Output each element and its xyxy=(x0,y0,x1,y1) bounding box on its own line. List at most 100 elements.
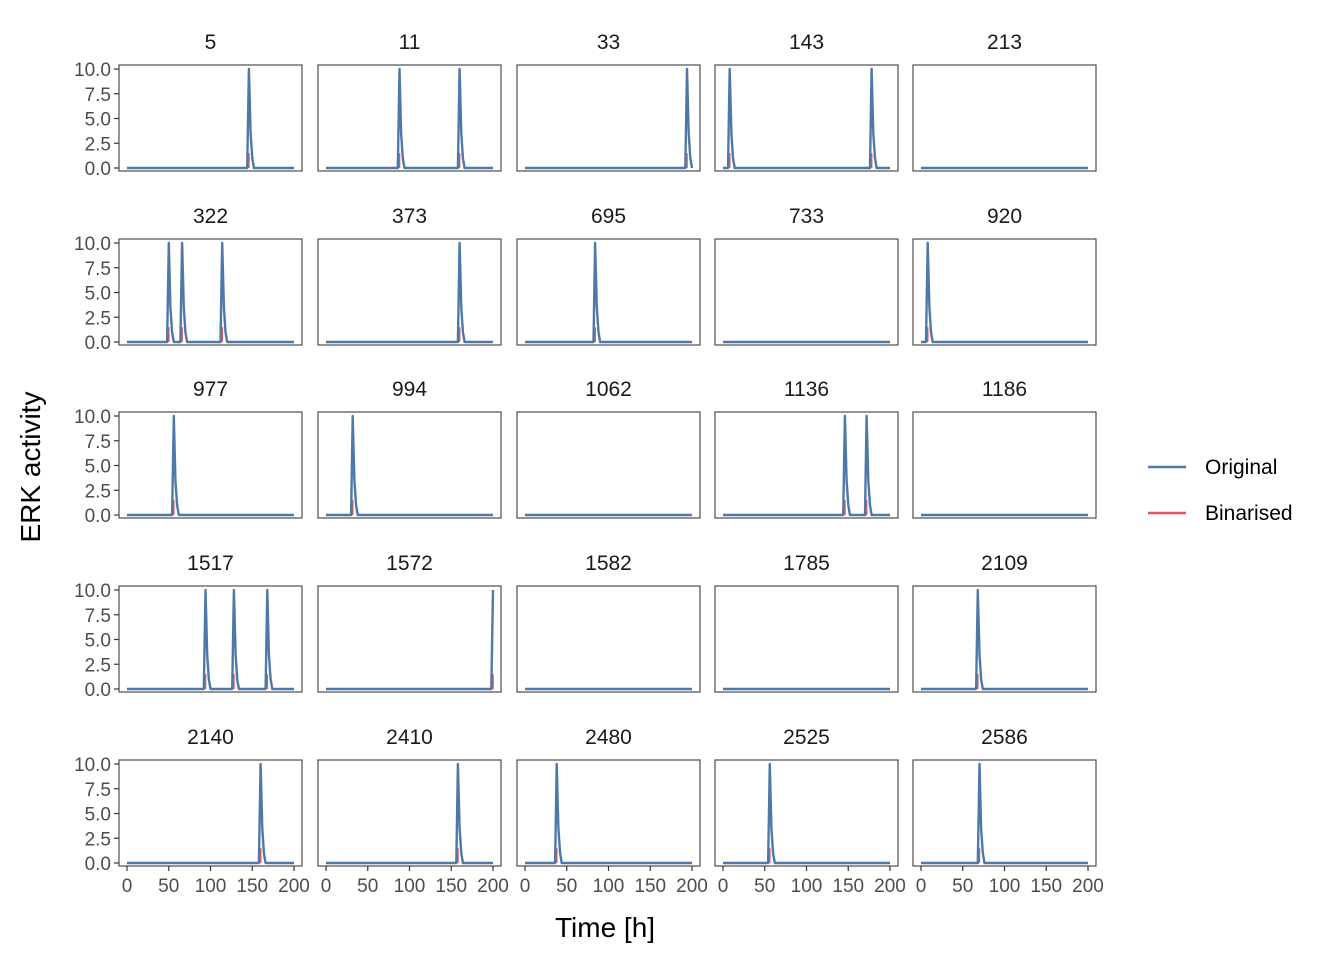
y-tick-label: 0.0 xyxy=(85,854,111,875)
panel-border xyxy=(118,759,303,867)
panel-border xyxy=(516,411,701,519)
panel-733: 733 xyxy=(714,205,899,346)
panel-border xyxy=(516,585,701,693)
x-tick-label: 150 xyxy=(634,876,666,897)
panel-2140: 2140 0.0 2.5 5.0 7.5 10.0 0 50 100 150 200 xyxy=(74,726,310,897)
y-tick-label: 10.0 xyxy=(74,60,111,81)
y-tick-label: 10.0 xyxy=(74,234,111,255)
y-tick-label: 7.5 xyxy=(85,259,111,280)
x-tick-label: 150 xyxy=(435,876,467,897)
panel-title: 2140 xyxy=(187,726,234,749)
panel-695: 695 xyxy=(516,205,701,346)
panel-title: 2480 xyxy=(585,726,632,749)
y-tick-label: 0.0 xyxy=(85,333,111,354)
panel-border xyxy=(118,411,303,519)
panel-border xyxy=(317,64,502,172)
panel-border xyxy=(714,759,899,867)
panel-1186: 1186 xyxy=(912,378,1097,519)
panel-1582: 1582 xyxy=(516,552,701,693)
x-tick-label: 150 xyxy=(1030,876,1062,897)
x-tick-label: 100 xyxy=(593,876,625,897)
original-series-line xyxy=(921,762,1088,865)
panel-title: 1572 xyxy=(386,552,433,575)
panel-border xyxy=(912,759,1097,867)
y-tick-label: 5.0 xyxy=(85,631,111,652)
legend-label-binarised: Binarised xyxy=(1205,502,1293,525)
y-axis-title: ERK activity xyxy=(15,392,46,543)
panel-border xyxy=(912,585,1097,693)
panel-title: 5 xyxy=(205,31,217,54)
panel-title: 213 xyxy=(987,31,1022,54)
panel-1062: 1062 xyxy=(516,378,701,519)
x-tick-label: 150 xyxy=(832,876,864,897)
original-series-line xyxy=(525,241,692,344)
panel-title: 1136 xyxy=(784,378,829,401)
panel-border xyxy=(317,585,502,693)
y-tick-label: 7.5 xyxy=(85,432,111,453)
panel-920: 920 xyxy=(912,205,1097,346)
original-series-line xyxy=(723,414,890,517)
original-series-line xyxy=(326,414,493,517)
panel-title: 373 xyxy=(392,205,427,228)
panel-border xyxy=(317,759,502,867)
panel-title: 1785 xyxy=(783,552,830,575)
x-tick-label: 200 xyxy=(676,876,708,897)
x-tick-label: 0 xyxy=(321,876,332,897)
y-tick-label: 7.5 xyxy=(85,85,111,106)
x-tick-label: 0 xyxy=(122,876,133,897)
x-tick-label: 100 xyxy=(791,876,823,897)
x-tick-label: 150 xyxy=(236,876,268,897)
original-series-line xyxy=(525,67,694,170)
original-series-line xyxy=(127,588,294,691)
panel-border xyxy=(118,585,303,693)
x-tick-label: 0 xyxy=(916,876,927,897)
panel-2109: 2109 xyxy=(912,552,1097,693)
panel-11: 11 xyxy=(317,31,502,172)
panel-title: 1186 xyxy=(982,378,1027,401)
y-tick-label: 10.0 xyxy=(74,581,111,602)
panel-2586: 2586 0 50 100 150 200 xyxy=(912,726,1104,897)
y-tick-label: 5.0 xyxy=(85,110,111,131)
panel-border xyxy=(317,411,502,519)
original-series-line xyxy=(127,414,294,517)
original-series-line xyxy=(326,589,495,691)
x-tick-label: 50 xyxy=(556,876,577,897)
x-tick-label: 200 xyxy=(278,876,310,897)
panels-layer: 5 0.0 2.5 5.0 7.5 10.0 11 33 143 213 322 0.0 2.5 5.0 7… xyxy=(74,31,1104,897)
panel-213: 213 xyxy=(912,31,1097,172)
panel-2525: 2525 0 50 100 150 200 xyxy=(714,726,906,897)
panel-1785: 1785 xyxy=(714,552,899,693)
panel-border xyxy=(516,64,701,172)
x-tick-label: 50 xyxy=(158,876,179,897)
original-series-line xyxy=(127,762,294,865)
x-tick-label: 100 xyxy=(394,876,426,897)
y-tick-label: 5.0 xyxy=(85,805,111,826)
panel-border xyxy=(118,64,303,172)
panel-2480: 2480 0 50 100 150 200 xyxy=(516,726,708,897)
panel-title: 1062 xyxy=(585,378,632,401)
y-tick-label: 2.5 xyxy=(85,655,111,676)
x-tick-label: 50 xyxy=(357,876,378,897)
x-tick-label: 100 xyxy=(989,876,1021,897)
panel-994: 994 xyxy=(317,378,502,519)
x-tick-label: 50 xyxy=(754,876,775,897)
x-axis-title: Time [h] xyxy=(555,912,655,943)
y-tick-label: 0.0 xyxy=(85,680,111,701)
panel-title: 1582 xyxy=(585,552,632,575)
original-series-line xyxy=(723,67,890,170)
x-tick-label: 0 xyxy=(718,876,729,897)
panel-border xyxy=(912,411,1097,519)
panel-2410: 2410 0 50 100 150 200 xyxy=(317,726,509,897)
panel-title: 977 xyxy=(193,378,228,401)
x-tick-label: 200 xyxy=(874,876,906,897)
panel-border xyxy=(714,411,899,519)
panel-title: 33 xyxy=(597,31,620,54)
x-tick-label: 0 xyxy=(520,876,531,897)
y-tick-label: 2.5 xyxy=(85,308,111,329)
y-tick-label: 2.5 xyxy=(85,829,111,850)
panel-title: 2525 xyxy=(783,726,830,749)
panel-title: 1517 xyxy=(187,552,234,575)
y-tick-label: 2.5 xyxy=(85,481,111,502)
panel-border xyxy=(317,238,502,346)
panel-322: 322 0.0 2.5 5.0 7.5 10.0 xyxy=(74,205,303,354)
